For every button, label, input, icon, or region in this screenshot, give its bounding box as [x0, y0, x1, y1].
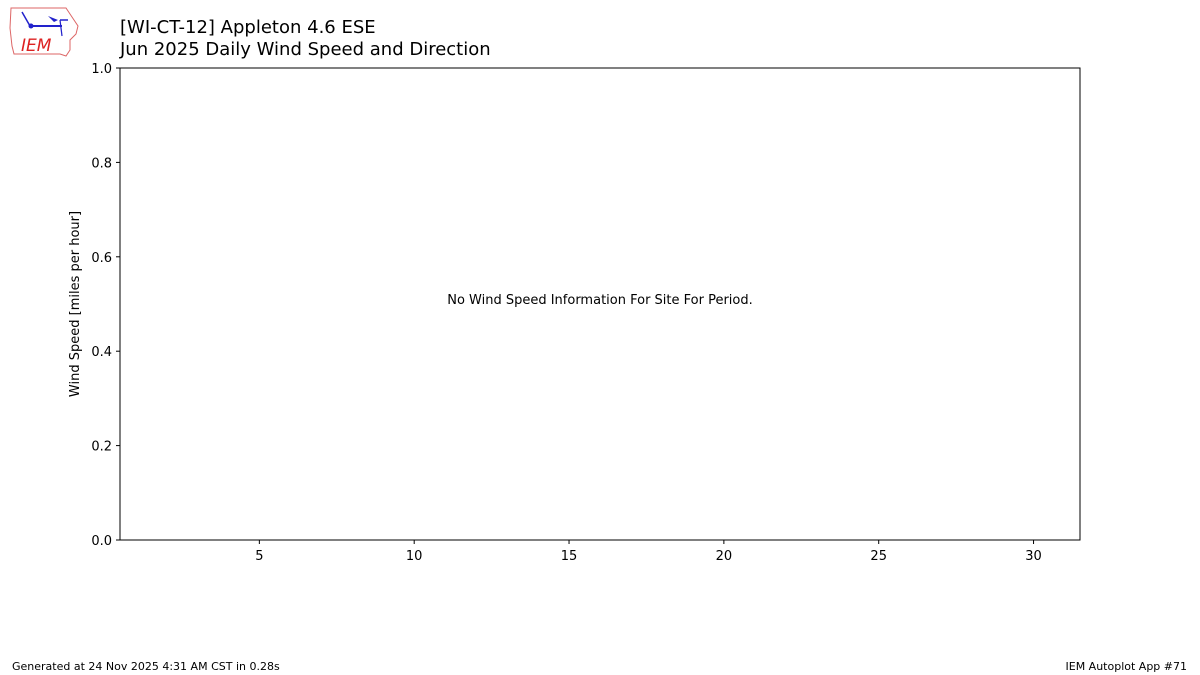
y-tick-label: 0.4	[91, 345, 112, 360]
x-tick-label: 5	[255, 549, 263, 564]
plot-area	[119, 67, 1081, 541]
x-tick-label: 20	[716, 549, 733, 564]
generated-timestamp: Generated at 24 Nov 2025 4:31 AM CST in …	[12, 660, 280, 673]
y-tick-label: 0.2	[91, 440, 112, 455]
x-axis: 5 10 15 20 25 30	[255, 540, 1042, 564]
svg-text:IEM: IEM	[21, 36, 52, 56]
y-axis: 0.0 0.2 0.4 0.6 0.8 1.0	[91, 62, 120, 549]
y-tick-label: 0.0	[91, 534, 112, 549]
x-tick-label: 15	[561, 549, 578, 564]
x-tick-label: 10	[406, 549, 423, 564]
x-tick-label: 30	[1025, 549, 1042, 564]
y-axis-label: Wind Speed [miles per hour]	[68, 211, 83, 397]
y-tick-label: 1.0	[91, 62, 112, 77]
x-tick-label: 25	[870, 549, 887, 564]
logo: IEM	[8, 6, 80, 58]
y-tick-label: 0.8	[91, 156, 112, 171]
chart-title-line2: Jun 2025 Daily Wind Speed and Direction	[120, 39, 491, 60]
y-tick-label: 0.6	[91, 251, 112, 266]
no-data-annotation: No Wind Speed Information For Site For P…	[447, 293, 753, 308]
chart-title-line1: [WI-CT-12] Appleton 4.6 ESE	[120, 17, 376, 38]
app-credit: IEM Autoplot App #71	[1065, 660, 1188, 673]
